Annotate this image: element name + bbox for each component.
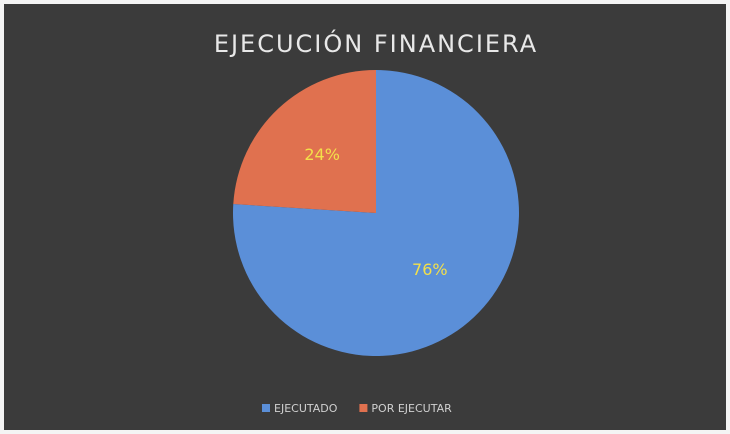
legend-label: POR EJECUTAR — [371, 402, 452, 415]
data-label: 76% — [412, 260, 448, 279]
legend-swatch — [262, 404, 270, 412]
pie-slice — [233, 70, 376, 213]
legend-swatch — [359, 404, 368, 412]
data-label: 24% — [304, 145, 340, 164]
legend-label: EJECUTADO — [274, 402, 338, 415]
chart-title: EJECUCIÓN FINANCIERA — [214, 28, 538, 58]
